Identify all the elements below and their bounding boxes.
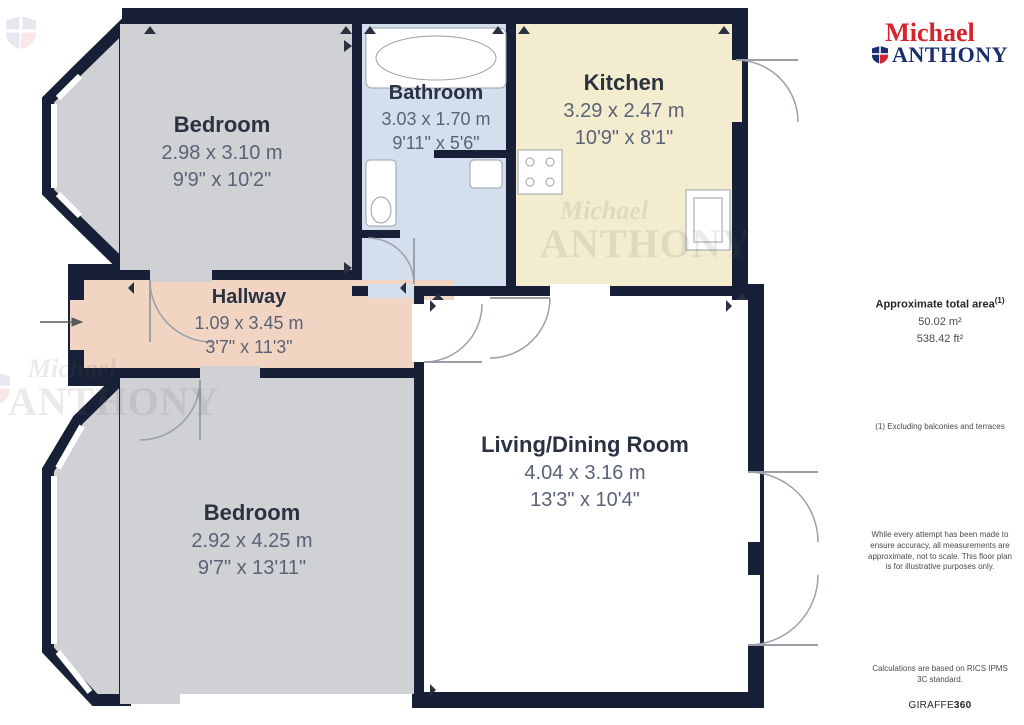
room-dim-ft: 9'11" x 5'6" (362, 131, 510, 155)
credit: GIRAFFE360 (908, 700, 971, 711)
watermark-shield-icon (6, 16, 36, 50)
footnote-2: While every attempt has been made to ens… (862, 530, 1018, 573)
brand-top: Michael (885, 20, 975, 46)
shield-icon (872, 46, 888, 64)
brand-bottom: ANTHONY (872, 44, 1008, 66)
room-dim-ft: 9'7" x 13'11" (91, 555, 413, 582)
area-title: Approximate total area(1) (876, 296, 1005, 311)
room-living: Living/Dining Room 4.04 x 3.16 m 13'3" x… (422, 300, 748, 692)
room-hallway: Hallway 1.09 x 3.45 m 3'7" x 11'3" (84, 280, 414, 370)
room-bedroom1: Bedroom 2.98 x 3.10 m 9'9" x 10'2" (91, 32, 353, 271)
room-title: Bedroom (91, 498, 413, 528)
room-title: Hallway (84, 284, 414, 311)
watermark-shield-icon (0, 372, 10, 406)
plan-area: Bedroom 2.98 x 3.10 m 9'9" x 10'2" Bathr… (0, 0, 856, 725)
room-dim-m: 2.92 x 4.25 m (91, 528, 413, 555)
footnote-3: Calculations are based on RICS IPMS 3C s… (862, 664, 1018, 686)
room-dim-m: 3.03 x 1.70 m (362, 107, 510, 131)
room-title: Bathroom (362, 80, 510, 107)
sidebar: Michael ANTHONY Approximate total area(1… (856, 0, 1024, 725)
area-block: Approximate total area(1) 50.02 m² 538.4… (876, 296, 1005, 345)
room-dim-m: 3.29 x 2.47 m (516, 98, 732, 125)
room-dim-m: 2.98 x 3.10 m (91, 140, 353, 167)
room-dim-m: 4.04 x 3.16 m (422, 460, 748, 487)
room-dim-ft: 3'7" x 11'3" (84, 335, 414, 359)
room-kitchen: Kitchen 3.29 x 2.47 m 10'9" x 8'1" (516, 32, 732, 292)
footnote-1: (1) Excluding balconies and terraces (875, 422, 1004, 431)
area-m2: 50.02 m² (876, 316, 1005, 328)
room-title: Living/Dining Room (422, 430, 748, 460)
room-dim-ft: 13'3" x 10'4" (422, 487, 748, 514)
room-dim-ft: 10'9" x 8'1" (516, 125, 732, 152)
floorplan-canvas: Bedroom 2.98 x 3.10 m 9'9" x 10'2" Bathr… (0, 0, 1024, 725)
room-title: Kitchen (516, 68, 732, 98)
brand-logo: Michael ANTHONY (872, 18, 1008, 66)
room-dim-m: 1.09 x 3.45 m (84, 311, 414, 335)
area-ft2: 538.42 ft² (876, 333, 1005, 345)
room-dim-ft: 9'9" x 10'2" (91, 167, 353, 194)
room-bathroom: Bathroom 3.03 x 1.70 m 9'11" x 5'6" (362, 32, 510, 292)
room-title: Bedroom (91, 110, 353, 140)
room-bedroom2: Bedroom 2.92 x 4.25 m 9'7" x 13'11" (91, 378, 413, 695)
